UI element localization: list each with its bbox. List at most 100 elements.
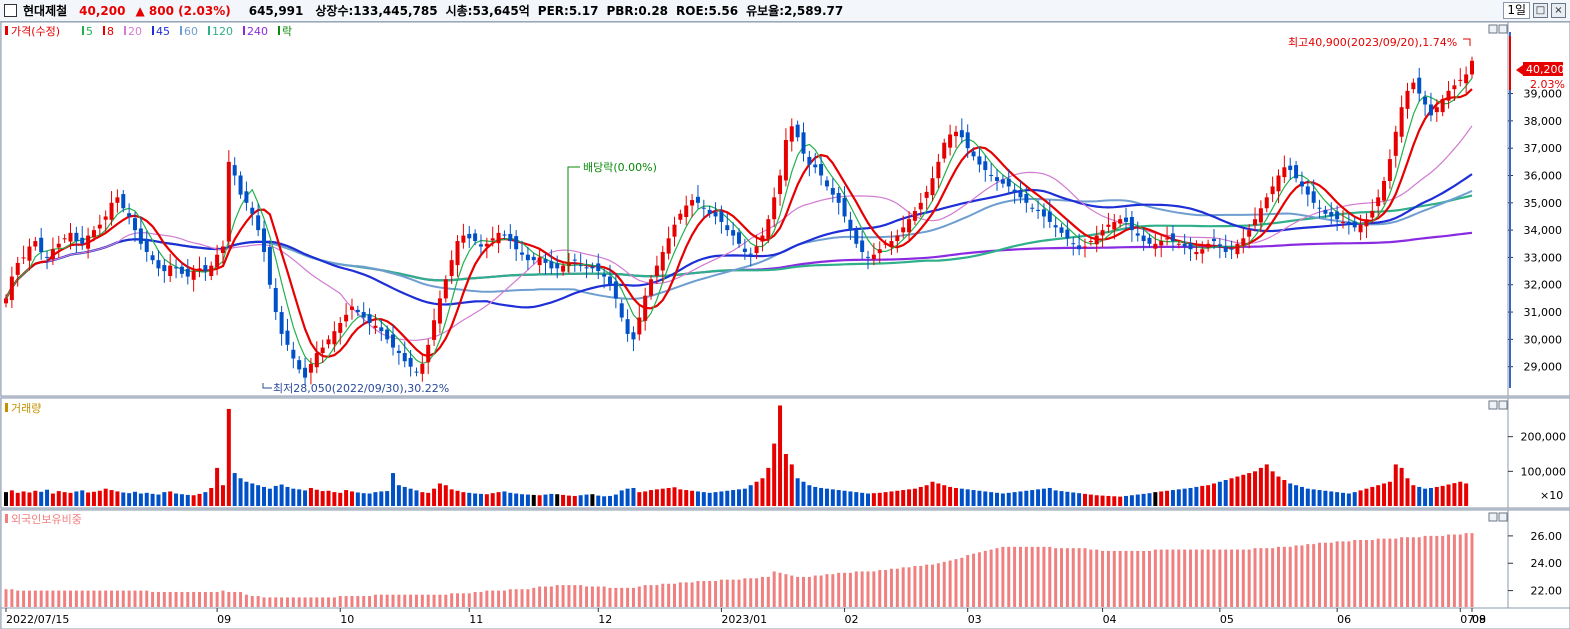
volume-bar xyxy=(373,492,378,506)
candle-body xyxy=(197,268,202,272)
foreign-ratio-bar xyxy=(1030,546,1034,607)
candle-body xyxy=(584,267,589,269)
volume-bar xyxy=(854,492,859,506)
volume-bar xyxy=(273,485,278,506)
volume-bar xyxy=(1317,490,1322,506)
foreign-ratio-bar xyxy=(772,571,776,607)
foreign-ratio-bar xyxy=(1083,548,1087,607)
foreign-ratio-bar xyxy=(1212,549,1216,607)
foreign-ratio-bar xyxy=(1194,549,1198,607)
foreign-ratio-bar xyxy=(538,586,542,607)
candle-body xyxy=(1458,79,1463,81)
volume-bar xyxy=(631,487,636,506)
foreign-ratio-bar xyxy=(831,574,835,607)
foreign-ratio-bar xyxy=(1259,548,1263,607)
candle-body xyxy=(373,325,378,328)
foreign-ratio-bar xyxy=(344,596,348,607)
foreign-ratio-bar xyxy=(262,597,266,607)
foreign-ratio-bar xyxy=(456,593,460,607)
candle-body xyxy=(1077,245,1082,250)
foreign-ratio-bar xyxy=(368,596,372,607)
candle-body xyxy=(766,219,771,239)
pane-minimize-button[interactable] xyxy=(1488,24,1498,34)
candle-body xyxy=(725,225,730,231)
candle-body xyxy=(437,298,442,324)
foreign-ratio-bar xyxy=(608,587,612,607)
volume-bar xyxy=(737,489,741,506)
volume-bar xyxy=(772,443,777,506)
foreign-ratio-bar xyxy=(69,590,73,607)
foreign-ratio-bar xyxy=(174,591,178,607)
volume-bar xyxy=(1411,485,1416,506)
pane-minimize-button[interactable] xyxy=(1488,512,1498,522)
foreign-ratio-bar xyxy=(1347,541,1351,607)
candle-body xyxy=(1223,246,1228,252)
foreign-ratio-bar xyxy=(4,589,8,607)
price-tick-label: 32,000 xyxy=(1524,279,1563,292)
volume-bar xyxy=(1065,491,1070,506)
foreign-ratio-bar xyxy=(766,576,770,607)
candle-body xyxy=(103,216,108,220)
foreign-ratio-bar xyxy=(98,590,102,607)
candle-body xyxy=(56,243,61,248)
pane-close-button[interactable] xyxy=(1498,512,1508,522)
legend-item-120: 120 xyxy=(212,25,233,38)
foreign-ratio-bar xyxy=(1294,545,1298,607)
foreign-ratio-bar xyxy=(755,578,759,607)
foreign-ratio-bar xyxy=(567,585,571,607)
foreign-ratio-bar xyxy=(74,590,78,607)
foreign-ratio-bar xyxy=(719,579,723,607)
volume-bar xyxy=(1135,494,1140,506)
volume-bar xyxy=(801,481,806,506)
volume-bar xyxy=(138,493,143,506)
foreign-ratio-bar xyxy=(702,581,706,607)
volume-bar xyxy=(226,408,231,506)
foreign-ratio-bar xyxy=(315,597,319,607)
candle-body xyxy=(432,320,437,340)
volume-bar xyxy=(191,495,196,506)
candle-body xyxy=(930,178,935,196)
price-tick-label: 31,000 xyxy=(1524,306,1563,319)
volume-bar xyxy=(1024,490,1029,506)
foreign-ratio-bar xyxy=(420,594,424,607)
foreign-ratio-bar xyxy=(1470,533,1474,607)
foreign-ratio-bar xyxy=(919,565,923,607)
candle-body xyxy=(813,164,818,168)
volume-bar xyxy=(1088,494,1093,506)
foreign-ratio-bar xyxy=(1130,550,1134,607)
period-selector[interactable]: 1일 xyxy=(1503,2,1530,19)
foreign-ratio-bar xyxy=(1036,546,1040,607)
foreign-ratio-bar xyxy=(1206,549,1210,607)
price-candles xyxy=(4,56,1474,386)
candle-body xyxy=(1470,60,1474,75)
candle-body xyxy=(1112,221,1117,230)
volume-bar xyxy=(256,485,261,506)
select-checkbox[interactable] xyxy=(4,4,17,17)
pane-minimize-button[interactable] xyxy=(1488,400,1498,410)
foreign-ratio-bar xyxy=(1224,549,1228,607)
close-button[interactable]: × xyxy=(1551,3,1566,18)
candle-body xyxy=(772,197,777,220)
maximize-button[interactable]: □ xyxy=(1533,3,1548,18)
volume-bars xyxy=(4,405,1469,506)
candle-body xyxy=(420,363,425,374)
foreign-ratio-bar xyxy=(684,582,688,607)
volume-bar xyxy=(103,488,108,506)
pane-close-button[interactable] xyxy=(1498,400,1508,410)
foreign-ratio-bar xyxy=(655,585,659,607)
foreign-ratio-bar xyxy=(1335,541,1339,607)
candle-body xyxy=(109,202,114,220)
volume-bar xyxy=(162,492,167,506)
dividend-marker xyxy=(567,166,580,272)
volume-bar xyxy=(338,492,343,506)
foreign-ratio-bar xyxy=(362,596,366,607)
candle-body xyxy=(449,260,454,277)
foreign-ratio-bar xyxy=(92,590,96,607)
foreign-ratio-bar xyxy=(813,575,817,607)
foreign-ratio-bar xyxy=(1312,544,1316,607)
foreign-ratio-bar xyxy=(731,579,735,607)
foreign-ratio-bar xyxy=(338,596,342,607)
volume-bar xyxy=(1094,495,1099,506)
candle-body xyxy=(918,202,923,210)
pane-close-button[interactable] xyxy=(1498,24,1508,34)
